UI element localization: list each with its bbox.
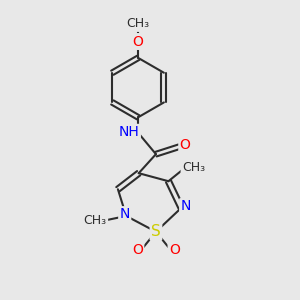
Text: N: N — [181, 200, 191, 214]
Text: NH: NH — [119, 125, 140, 139]
Text: CH₃: CH₃ — [84, 214, 107, 227]
Text: N: N — [119, 208, 130, 221]
Text: O: O — [132, 243, 143, 257]
Text: O: O — [180, 138, 190, 152]
Text: CH₃: CH₃ — [127, 17, 150, 31]
Text: S: S — [151, 224, 161, 239]
Text: CH₃: CH₃ — [182, 161, 205, 174]
Text: O: O — [169, 243, 180, 257]
Text: O: O — [133, 34, 143, 49]
Text: CH₃: CH₃ — [127, 17, 150, 31]
Text: O: O — [133, 34, 143, 49]
